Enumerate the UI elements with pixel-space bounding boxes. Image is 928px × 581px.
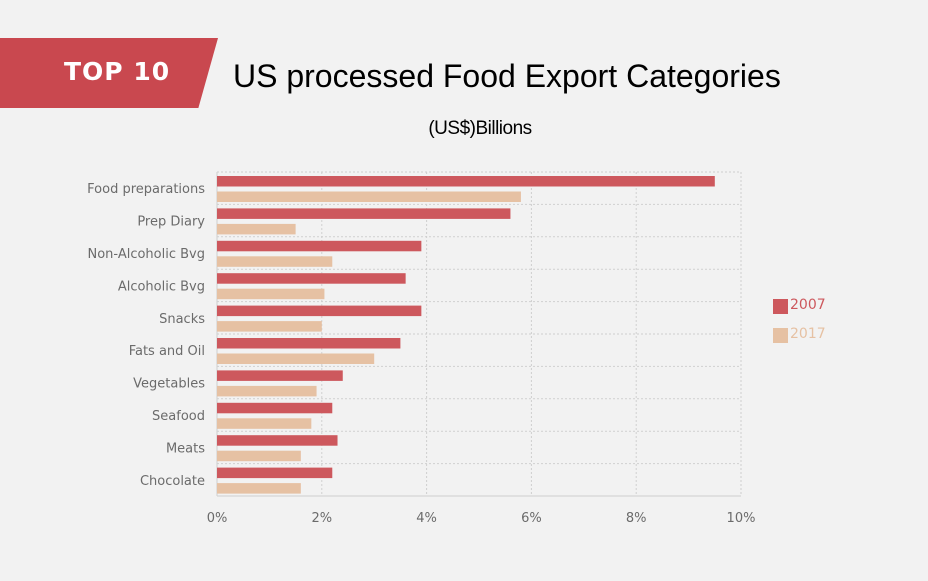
x-tick-label: 4%: [416, 511, 437, 526]
y-tick-label: Food preparations: [87, 182, 205, 197]
bar-2017: [217, 288, 325, 300]
legend-swatch-2007: [773, 299, 788, 314]
y-tick-label: Alcoholic Bvg: [118, 279, 205, 294]
x-tick-label: 2%: [311, 511, 332, 526]
y-tick-label: Non-Alcoholic Bvg: [88, 247, 206, 262]
x-tick-label: 0%: [207, 511, 228, 526]
title-banner: [0, 38, 218, 108]
bar-2017: [217, 450, 301, 462]
bar-2007: [217, 338, 401, 349]
bar-2007: [217, 370, 343, 381]
bar-2007: [217, 240, 422, 252]
y-tick-label: Fats and Oil: [129, 344, 205, 359]
y-tick-label: Meats: [166, 441, 205, 456]
bar-2017: [217, 483, 301, 494]
bar-2007: [217, 273, 406, 284]
bar-2017: [217, 353, 375, 364]
bar-2007: [217, 208, 511, 219]
chart-subtitle: (US$)Billions: [428, 118, 532, 139]
y-tick-label: Snacks: [159, 312, 205, 327]
y-tick-label: Seafood: [152, 409, 205, 424]
y-tick-label: Prep Diary: [137, 215, 205, 230]
bar-2007: [217, 305, 422, 317]
bar-2007: [217, 435, 338, 446]
bar-2017: [217, 256, 333, 267]
bar-2017: [217, 321, 322, 332]
legend-label-2007: 2007: [790, 297, 826, 313]
bar-2007: [217, 467, 333, 479]
y-tick-label: Vegetables: [133, 377, 205, 392]
bar-2017: [217, 191, 521, 202]
bar-2007: [217, 176, 715, 187]
bar-2017: [217, 385, 317, 397]
legend-label-2017: 2017: [790, 326, 826, 342]
x-tick-label: 10%: [727, 511, 756, 526]
legend-swatch-2017: [773, 328, 788, 343]
banner-label: TOP 10: [64, 57, 171, 86]
x-tick-label: 8%: [626, 511, 647, 526]
bar-2017: [217, 418, 312, 429]
bar-2017: [217, 223, 296, 235]
bar-2007: [217, 402, 333, 414]
x-tick-label: 6%: [521, 511, 542, 526]
chart-title: US processed Food Export Categories: [233, 58, 781, 94]
y-tick-label: Chocolate: [140, 474, 205, 489]
